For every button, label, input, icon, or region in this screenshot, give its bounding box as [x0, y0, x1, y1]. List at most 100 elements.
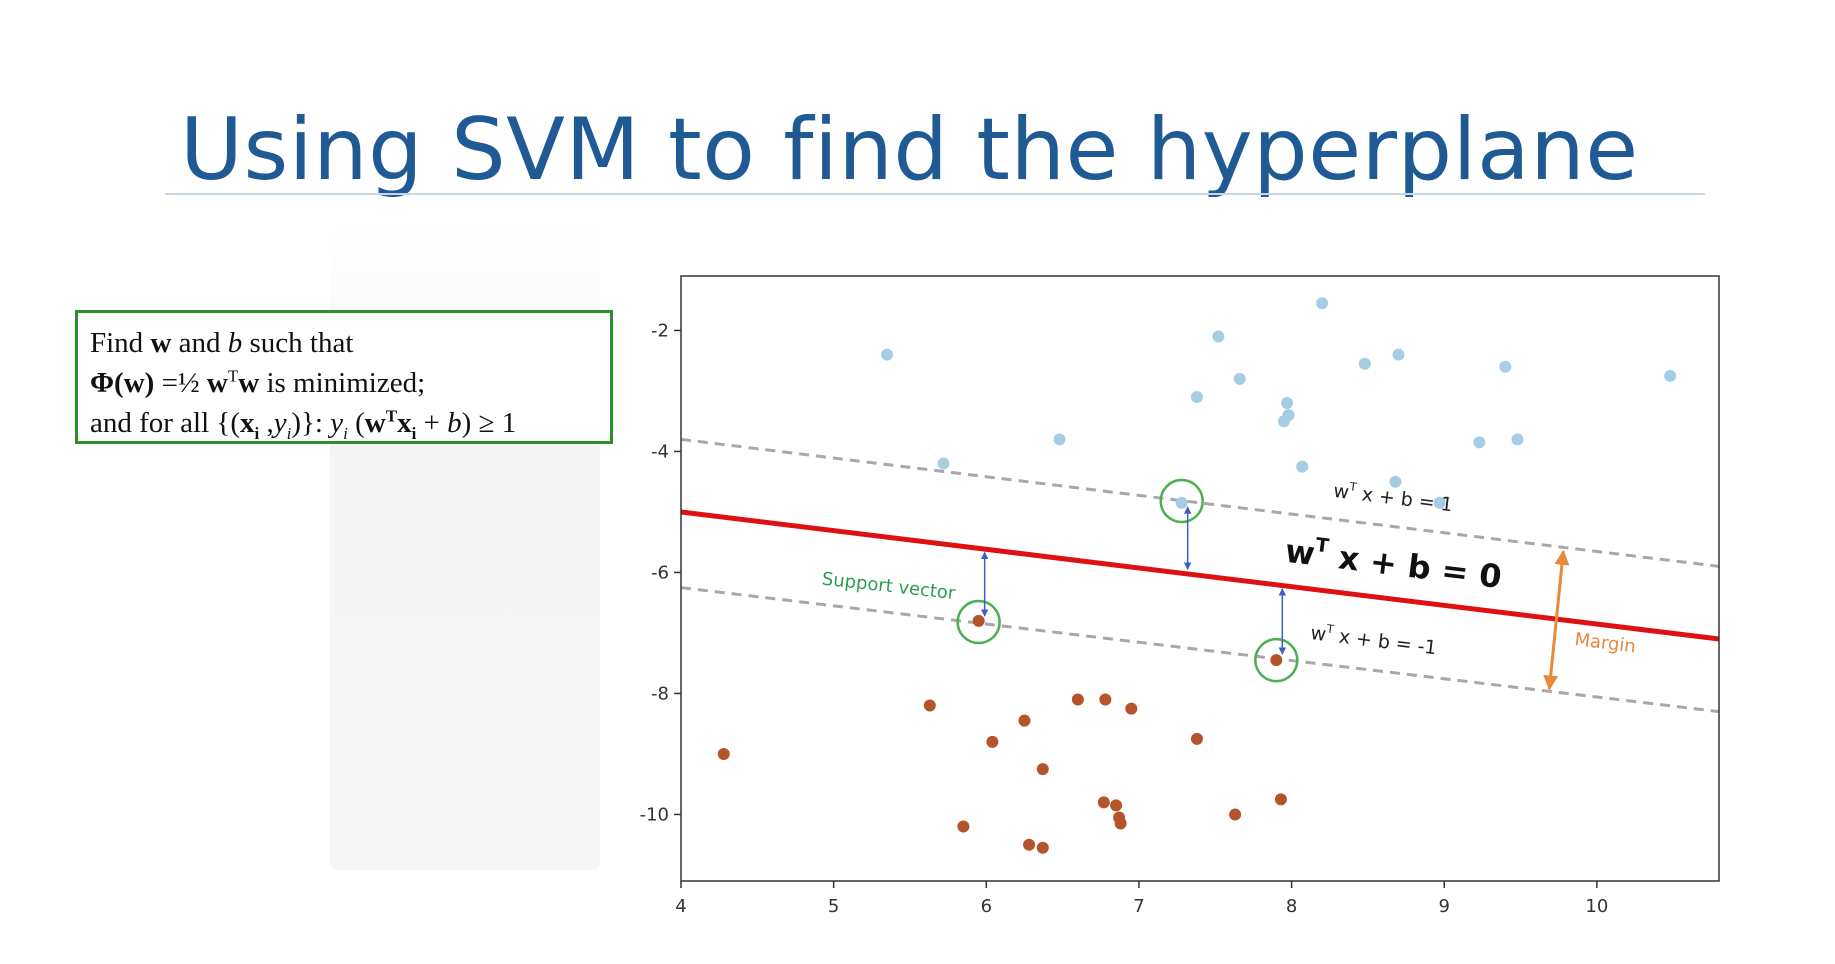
- class-a-point: [1358, 357, 1371, 370]
- margin-label: Margin: [1573, 629, 1637, 657]
- class-a-point: [1212, 330, 1225, 343]
- y-tick-label: -10: [640, 804, 669, 825]
- class-b-point: [1023, 838, 1036, 851]
- formula-y: y: [273, 407, 287, 439]
- support-vector-label: Support vector: [821, 569, 957, 605]
- formula-text: Find: [90, 327, 151, 359]
- annotations: wT x + b = 0wT x + b = 1wT x + b = -1Sup…: [821, 479, 1637, 691]
- support-vector-circle: [956, 599, 1001, 645]
- formula-transpose: T: [385, 406, 398, 426]
- formula-w: w: [150, 327, 172, 359]
- formula-subscript: i: [254, 423, 260, 443]
- class-b-point: [1190, 732, 1203, 745]
- x-tick-label: 5: [828, 896, 839, 917]
- margin-arrow: [1543, 549, 1570, 691]
- margin-line-lower: [681, 586, 1719, 714]
- class-b-point: [1125, 702, 1138, 715]
- plot-frame: [680, 275, 1720, 882]
- title-divider: [165, 193, 1705, 195]
- class-a-point: [1389, 475, 1402, 488]
- formula-b: b: [227, 327, 243, 359]
- support-vector-circle: [1254, 637, 1299, 683]
- class-b-point: [1110, 799, 1123, 812]
- formula-text: ,: [259, 407, 274, 439]
- class-a-point: [1296, 460, 1309, 473]
- y-tick-label: -6: [651, 562, 669, 583]
- class-b-point: [1071, 693, 1084, 706]
- formula-text: ) ≥ 1: [461, 407, 517, 439]
- x-tick-label: 4: [675, 896, 686, 917]
- formula-w: w: [206, 367, 228, 399]
- class-a-point: [881, 348, 894, 361]
- optimization-formula-box: Find w and b such that Φ(w) =½ wTw is mi…: [75, 310, 613, 444]
- formula-text: and for all {(: [90, 407, 240, 439]
- class-a-point: [1190, 391, 1203, 403]
- formula-phi: Φ(w): [90, 367, 155, 399]
- class-b-point: [957, 820, 970, 833]
- formula-w: w: [238, 367, 260, 399]
- x-tick-label: 6: [981, 896, 992, 917]
- formula-text: )}:: [291, 407, 331, 439]
- class-a-point: [1433, 496, 1446, 509]
- formula-subscript: i: [411, 423, 417, 443]
- x-tick-label: 10: [1585, 896, 1608, 917]
- class-b-point: [923, 699, 936, 712]
- support-vector-circle: [1159, 478, 1204, 524]
- class-a-point: [1664, 369, 1677, 382]
- class-a-point: [1053, 433, 1066, 446]
- formula-x: x: [397, 407, 412, 439]
- class-b-point: [1036, 763, 1049, 776]
- formula-line-1: Find w and b such that: [90, 323, 598, 363]
- x-tick-label: 9: [1439, 896, 1450, 917]
- y-tick-label: -4: [651, 441, 669, 462]
- class-b-point: [1114, 817, 1127, 830]
- x-tick-label: 8: [1286, 896, 1297, 917]
- class-a-point: [1499, 360, 1512, 373]
- class-b-point: [1099, 693, 1112, 706]
- formula-x: x: [240, 407, 255, 439]
- formula-text: =½: [154, 367, 207, 399]
- formula-line-3: and for all {(xi ,yi)}: yi (wTxi + b) ≥ …: [90, 403, 598, 443]
- margin-line-upper: [681, 437, 1719, 568]
- slide-title: Using SVM to find the hyperplane: [180, 100, 1639, 200]
- formula-text: is minimized;: [259, 367, 426, 399]
- class-a-point: [1233, 372, 1246, 385]
- class-a-point: [1175, 496, 1188, 509]
- plot-area: [681, 297, 1719, 854]
- formula-text: and: [171, 327, 228, 359]
- class-b-point: [717, 747, 730, 760]
- formula-b: b: [447, 407, 462, 439]
- class-b-point: [1018, 714, 1031, 727]
- class-b-point: [972, 614, 985, 627]
- class-b-point: [1270, 654, 1283, 667]
- formula-y: y: [330, 407, 344, 439]
- class-a-point: [1282, 409, 1295, 422]
- class-a-point: [1473, 436, 1486, 449]
- x-tick-label: 7: [1133, 896, 1144, 917]
- formula-subscript: i: [343, 423, 348, 443]
- y-tick-label: -2: [651, 320, 669, 341]
- class-b-point: [1274, 793, 1287, 806]
- formula-line-2: Φ(w) =½ wTw is minimized;: [90, 363, 598, 403]
- class-b-point: [986, 735, 999, 748]
- class-a-point: [1316, 297, 1329, 310]
- class-a-point: [1281, 397, 1294, 410]
- formula-text: such that: [242, 327, 354, 359]
- class-a-point: [1511, 433, 1524, 446]
- lower-margin-equation-label: wT x + b = -1: [1309, 620, 1438, 660]
- y-tick-label: -8: [651, 683, 669, 704]
- formula-subscript: i: [286, 423, 292, 443]
- formula-text: +: [416, 407, 448, 439]
- class-a-point: [937, 457, 950, 470]
- formula-text: (: [347, 407, 365, 439]
- formula-transpose: T: [227, 366, 239, 386]
- class-b-point: [1097, 796, 1110, 809]
- axes: 4 5 6 7 8 9 10 -2 -4 -6 -8 -10: [640, 320, 1609, 917]
- formula-w: w: [364, 407, 386, 439]
- class-b-point: [1229, 808, 1242, 821]
- class-b-point: [1036, 841, 1049, 854]
- hyperplane-equation-label: wT x + b = 0: [1283, 529, 1504, 596]
- class-a-point: [1392, 348, 1405, 361]
